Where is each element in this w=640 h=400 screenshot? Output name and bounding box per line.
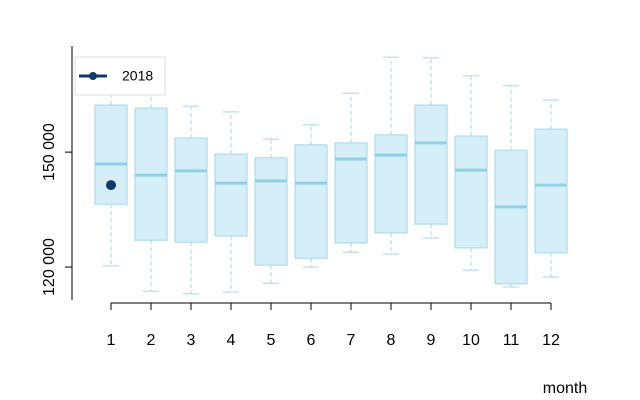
legend-marker: [89, 72, 97, 80]
x-tick-label: 8: [387, 332, 396, 349]
x-tick-label: 11: [503, 332, 520, 349]
legend-label: 2018: [122, 68, 153, 84]
x-tick-label: 4: [227, 332, 236, 349]
x-tick-label: 10: [462, 332, 480, 349]
x-tick-label: 7: [347, 332, 356, 349]
x-tick-label: 9: [427, 332, 436, 349]
point: [106, 180, 116, 191]
box: [494, 149, 528, 285]
box: [294, 144, 328, 259]
box: [534, 128, 568, 254]
box: [414, 104, 448, 225]
x-tick-label: 3: [187, 332, 196, 349]
box: [374, 134, 408, 234]
box: [454, 135, 488, 249]
x-tick-label: 12: [542, 332, 560, 349]
x-axis-label: month: [543, 380, 587, 397]
box: [254, 157, 288, 266]
box: [174, 137, 208, 243]
x-tick-label: 5: [267, 332, 276, 349]
y-tick-label: 120 000: [41, 238, 58, 296]
box: [214, 153, 248, 237]
x-tick-label: 6: [307, 332, 316, 349]
x-tick-label: 1: [107, 332, 116, 349]
x-tick-label: 2: [147, 332, 156, 349]
y-tick-label: 150 000: [41, 123, 58, 181]
